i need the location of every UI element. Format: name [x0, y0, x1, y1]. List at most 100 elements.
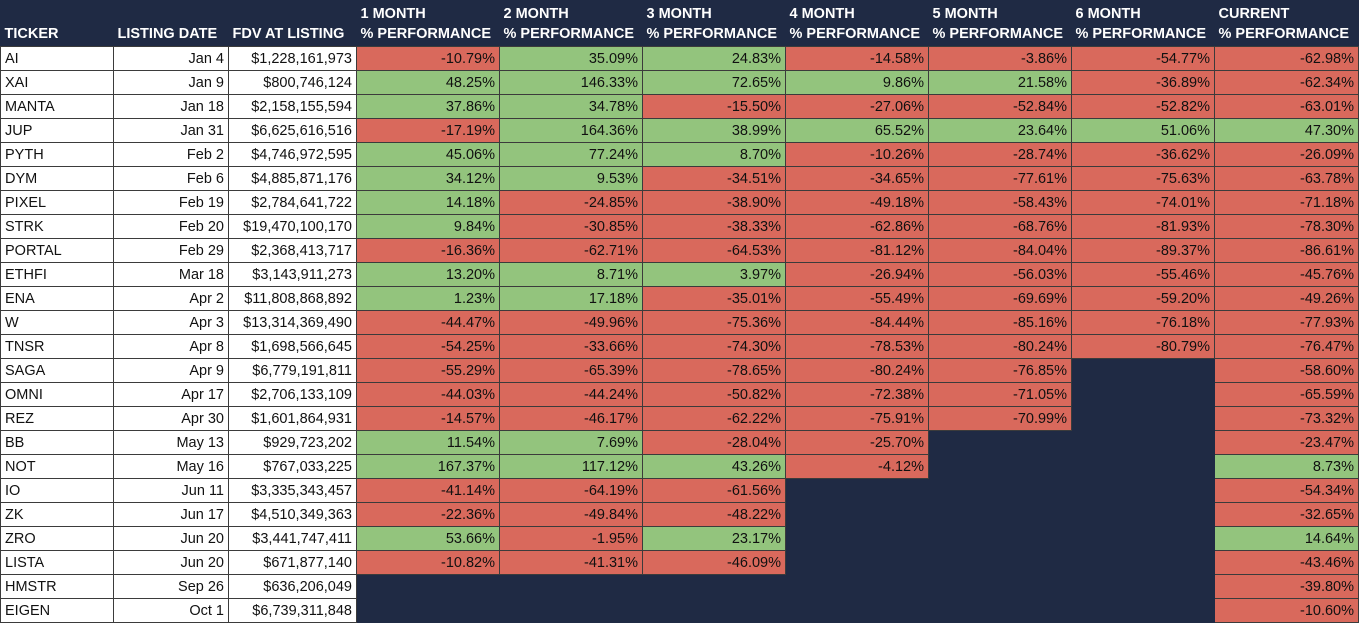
cell-empty: [356, 598, 500, 623]
cell-performance: 43.26%: [642, 454, 786, 479]
cell-performance: -4.12%: [785, 454, 929, 479]
cell-performance: -17.19%: [356, 118, 500, 143]
table-row: NOT May 16 $767,033,225 167.37% 117.12% 43.26…: [0, 454, 1359, 479]
cell-fdv: $11,808,868,892: [228, 286, 357, 311]
cell-ticker: ENA: [0, 286, 114, 311]
header-perf-period: 6 MONTH: [1071, 0, 1215, 22]
table-row: DYM Feb 6 $4,885,871,176 34.12% 9.53% -34.51%…: [0, 166, 1359, 191]
header-perf-label: % PERFORMANCE: [1214, 22, 1359, 47]
cell-ticker: BB: [0, 430, 114, 455]
cell-performance: 48.25%: [356, 70, 500, 95]
cell-performance: -22.36%: [356, 502, 500, 527]
cell-performance: 65.52%: [785, 118, 929, 143]
cell-fdv: $1,228,161,973: [228, 46, 357, 71]
cell-fdv: $1,698,566,645: [228, 334, 357, 359]
cell-ticker: ZK: [0, 502, 114, 527]
cell-listing-date: Apr 2: [113, 286, 229, 311]
cell-performance: -63.78%: [1214, 166, 1359, 191]
cell-listing-date: Jan 31: [113, 118, 229, 143]
cell-empty: [928, 454, 1072, 479]
cell-performance: 35.09%: [499, 46, 643, 71]
cell-empty: [928, 478, 1072, 503]
header-spacer: [0, 0, 114, 22]
cell-performance: -41.14%: [356, 478, 500, 503]
cell-empty: [499, 598, 643, 623]
header-perf-period: 1 MONTH: [356, 0, 500, 22]
table-row: PORTAL Feb 29 $2,368,413,717 -16.36% -62.71%…: [0, 238, 1359, 263]
cell-listing-date: Apr 3: [113, 310, 229, 335]
cell-performance: -10.60%: [1214, 598, 1359, 623]
cell-empty: [1071, 406, 1215, 431]
cell-performance: -44.03%: [356, 382, 500, 407]
cell-performance: -45.76%: [1214, 262, 1359, 287]
table-row: BB May 13 $929,723,202 11.54% 7.69% -28.04% -2…: [0, 430, 1359, 455]
cell-performance: 47.30%: [1214, 118, 1359, 143]
cell-performance: 23.64%: [928, 118, 1072, 143]
cell-empty: [1071, 502, 1215, 527]
cell-empty: [1071, 598, 1215, 623]
cell-performance: -24.85%: [499, 190, 643, 215]
cell-performance: 9.86%: [785, 70, 929, 95]
header-perf-label: % PERFORMANCE: [928, 22, 1072, 47]
cell-empty: [499, 574, 643, 599]
cell-performance: -75.91%: [785, 406, 929, 431]
cell-ticker: ZRO: [0, 526, 114, 551]
cell-listing-date: Feb 20: [113, 214, 229, 239]
cell-performance: 14.18%: [356, 190, 500, 215]
cell-empty: [642, 598, 786, 623]
cell-performance: -26.94%: [785, 262, 929, 287]
cell-performance: -28.04%: [642, 430, 786, 455]
table-row: AI Jan 4 $1,228,161,973 -10.79% 35.09% 24.83%…: [0, 46, 1359, 71]
cell-ticker: LISTA: [0, 550, 114, 575]
cell-performance: -65.39%: [499, 358, 643, 383]
header-spacer: [228, 0, 357, 22]
cell-performance: -49.18%: [785, 190, 929, 215]
cell-performance: -38.90%: [642, 190, 786, 215]
cell-empty: [1071, 358, 1215, 383]
cell-performance: -33.66%: [499, 334, 643, 359]
cell-performance: -36.62%: [1071, 142, 1215, 167]
cell-performance: 53.66%: [356, 526, 500, 551]
cell-listing-date: Feb 19: [113, 190, 229, 215]
cell-ticker: SAGA: [0, 358, 114, 383]
cell-fdv: $3,441,747,411: [228, 526, 357, 551]
cell-empty: [785, 502, 929, 527]
header-perf-label: % PERFORMANCE: [785, 22, 929, 47]
cell-performance: -38.33%: [642, 214, 786, 239]
cell-ticker: JUP: [0, 118, 114, 143]
cell-performance: -52.84%: [928, 94, 1072, 119]
cell-empty: [1071, 550, 1215, 575]
cell-performance: -50.82%: [642, 382, 786, 407]
cell-listing-date: Apr 17: [113, 382, 229, 407]
cell-fdv: $3,143,911,273: [228, 262, 357, 287]
cell-performance: -84.44%: [785, 310, 929, 335]
cell-performance: -59.20%: [1071, 286, 1215, 311]
cell-performance: 38.99%: [642, 118, 786, 143]
cell-performance: -77.93%: [1214, 310, 1359, 335]
table-row: REZ Apr 30 $1,601,864,931 -14.57% -46.17% -62…: [0, 406, 1359, 431]
cell-performance: -55.46%: [1071, 262, 1215, 287]
cell-performance: -54.25%: [356, 334, 500, 359]
cell-ticker: STRK: [0, 214, 114, 239]
cell-fdv: $671,877,140: [228, 550, 357, 575]
table-row: TNSR Apr 8 $1,698,566,645 -54.25% -33.66% -74…: [0, 334, 1359, 359]
cell-fdv: $767,033,225: [228, 454, 357, 479]
cell-ticker: AI: [0, 46, 114, 71]
cell-performance: -43.46%: [1214, 550, 1359, 575]
cell-performance: -62.22%: [642, 406, 786, 431]
header-perf-label: % PERFORMANCE: [499, 22, 643, 47]
cell-empty: [642, 574, 786, 599]
cell-performance: 117.12%: [499, 454, 643, 479]
cell-empty: [928, 598, 1072, 623]
table-row: ZK Jun 17 $4,510,349,363 -22.36% -49.84% -48.…: [0, 502, 1359, 527]
cell-performance: -44.47%: [356, 310, 500, 335]
cell-empty: [1071, 454, 1215, 479]
cell-performance: -10.26%: [785, 142, 929, 167]
cell-performance: -77.61%: [928, 166, 1072, 191]
cell-fdv: $2,706,133,109: [228, 382, 357, 407]
cell-ticker: OMNI: [0, 382, 114, 407]
cell-performance: -64.19%: [499, 478, 643, 503]
header-perf-period: 4 MONTH: [785, 0, 929, 22]
cell-performance: -71.05%: [928, 382, 1072, 407]
cell-performance: -81.12%: [785, 238, 929, 263]
